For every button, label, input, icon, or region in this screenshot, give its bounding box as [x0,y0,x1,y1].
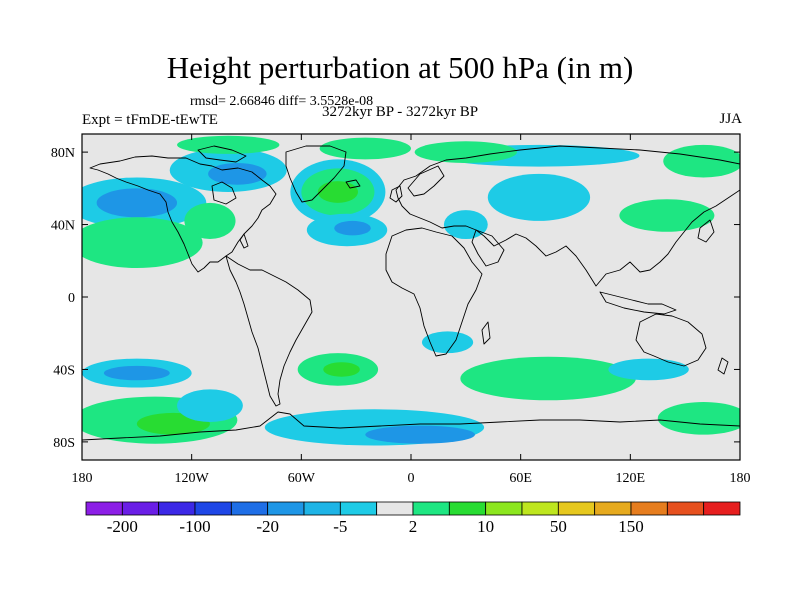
colorbar-swatch-6 [303,501,341,516]
colorbar-swatch-12 [521,501,559,516]
coastline-australia [635,313,707,367]
colorbar-swatch-5 [267,501,305,516]
coastline-south-america [225,255,313,407]
colorbar-label: 10 [477,517,495,536]
lon-tick-label: 120W [175,471,210,486]
coastline-japan [697,219,715,243]
colorbar-swatch-17 [703,501,741,516]
field-anomaly-27 [365,425,475,444]
coastline-north-america [89,155,277,273]
colorbar-label: -100 [179,517,211,536]
period-label: 3272kyr BP - 3272kyr BP [322,104,479,120]
field-anomaly-10 [319,137,411,160]
field-anomaly-1 [96,188,178,218]
coastline-antarctica [82,411,740,441]
coastline-hudson-bay [211,181,237,205]
colorbar [85,501,741,516]
coastline-british-isles [389,185,403,203]
coastline-scandinavia [407,165,445,197]
field-anomaly-9 [82,217,203,269]
lat-tick-label: 80S [53,436,75,451]
coastline-florida [239,233,249,249]
field-anomaly-23 [177,389,243,422]
colorbar-swatch-14 [594,501,632,516]
field-anomaly-16 [414,141,518,163]
lat-tick-label: 40S [53,363,75,378]
colorbar-swatch-9 [412,501,450,516]
coastline-greenland [285,145,347,203]
colorbar-label: -200 [106,517,138,536]
colorbar-swatch-0 [85,501,123,516]
colorbar-label: 150 [618,517,644,536]
colorbar-swatch-8 [376,501,414,516]
field-anomaly-17 [663,144,740,178]
lat-tick-label: 80N [51,146,75,161]
field-anomaly-14 [487,173,591,221]
coastline-eurasia [395,145,740,287]
coastline-new-zealand [717,357,729,375]
lat-tick-label: 0 [68,291,75,306]
season-label: JJA [719,111,742,127]
lon-tick-label: 0 [408,471,415,486]
field-anomaly-5 [177,135,280,154]
lon-tick-label: 60W [288,471,316,486]
coastline-iceland [345,179,361,189]
field-anomaly-29 [460,356,636,401]
field-anomaly-25 [323,362,360,377]
colorbar-swatch-16 [666,501,705,516]
coastline-arabia [471,229,505,267]
map-title: Height perturbation at 500 hPa (in m) [166,50,634,85]
coastline-indonesia [599,291,677,315]
colorbar-swatch-7 [339,501,378,516]
axis-ticks: 80N 40N 0 40S 80S 180 120W 60W 0 60E 120E 180 [51,134,751,486]
coastline-africa [385,227,483,357]
field-anomaly-28 [421,331,474,354]
lon-tick-label: 180 [72,471,93,486]
height-field [82,135,740,446]
colorbar-label: 50 [549,517,567,536]
colorbar-swatch-1 [121,501,160,516]
lat-tick-label: 40N [51,219,75,234]
coastlines [82,145,740,441]
colorbar-swatch-11 [485,501,523,516]
field-anomaly-31 [657,402,740,435]
coastline-arctic-islands [197,145,247,163]
colorbar-swatch-13 [557,501,596,516]
field-anomaly-2 [184,202,236,240]
colorbar-swatch-10 [448,501,487,516]
lon-tick-label: 120E [616,471,646,486]
field-anomaly-4 [208,162,267,185]
colorbar-swatch-2 [158,501,196,516]
colorbar-label: -20 [256,517,279,536]
colorbar-label: -5 [333,517,348,536]
coastline-madagascar [481,321,491,345]
field-anomaly-13 [443,210,488,240]
field-anomaly-20 [103,365,170,381]
colorbar-swatch-15 [630,501,668,516]
colorbar-swatch-3 [194,501,232,516]
colorbar-label: 2 [408,517,418,536]
lon-tick-label: 180 [730,471,751,486]
experiment-label: Expt = tFmDE-tEwTE [82,112,218,128]
field-anomaly-8 [317,181,358,203]
colorbar-swatch-4 [230,501,269,516]
field-anomaly-30 [608,358,689,381]
field-anomaly-12 [334,220,371,236]
stats-label: rmsd= 2.66846 diff= 3.5528e-08 [190,94,374,109]
lon-tick-label: 60E [509,471,532,486]
